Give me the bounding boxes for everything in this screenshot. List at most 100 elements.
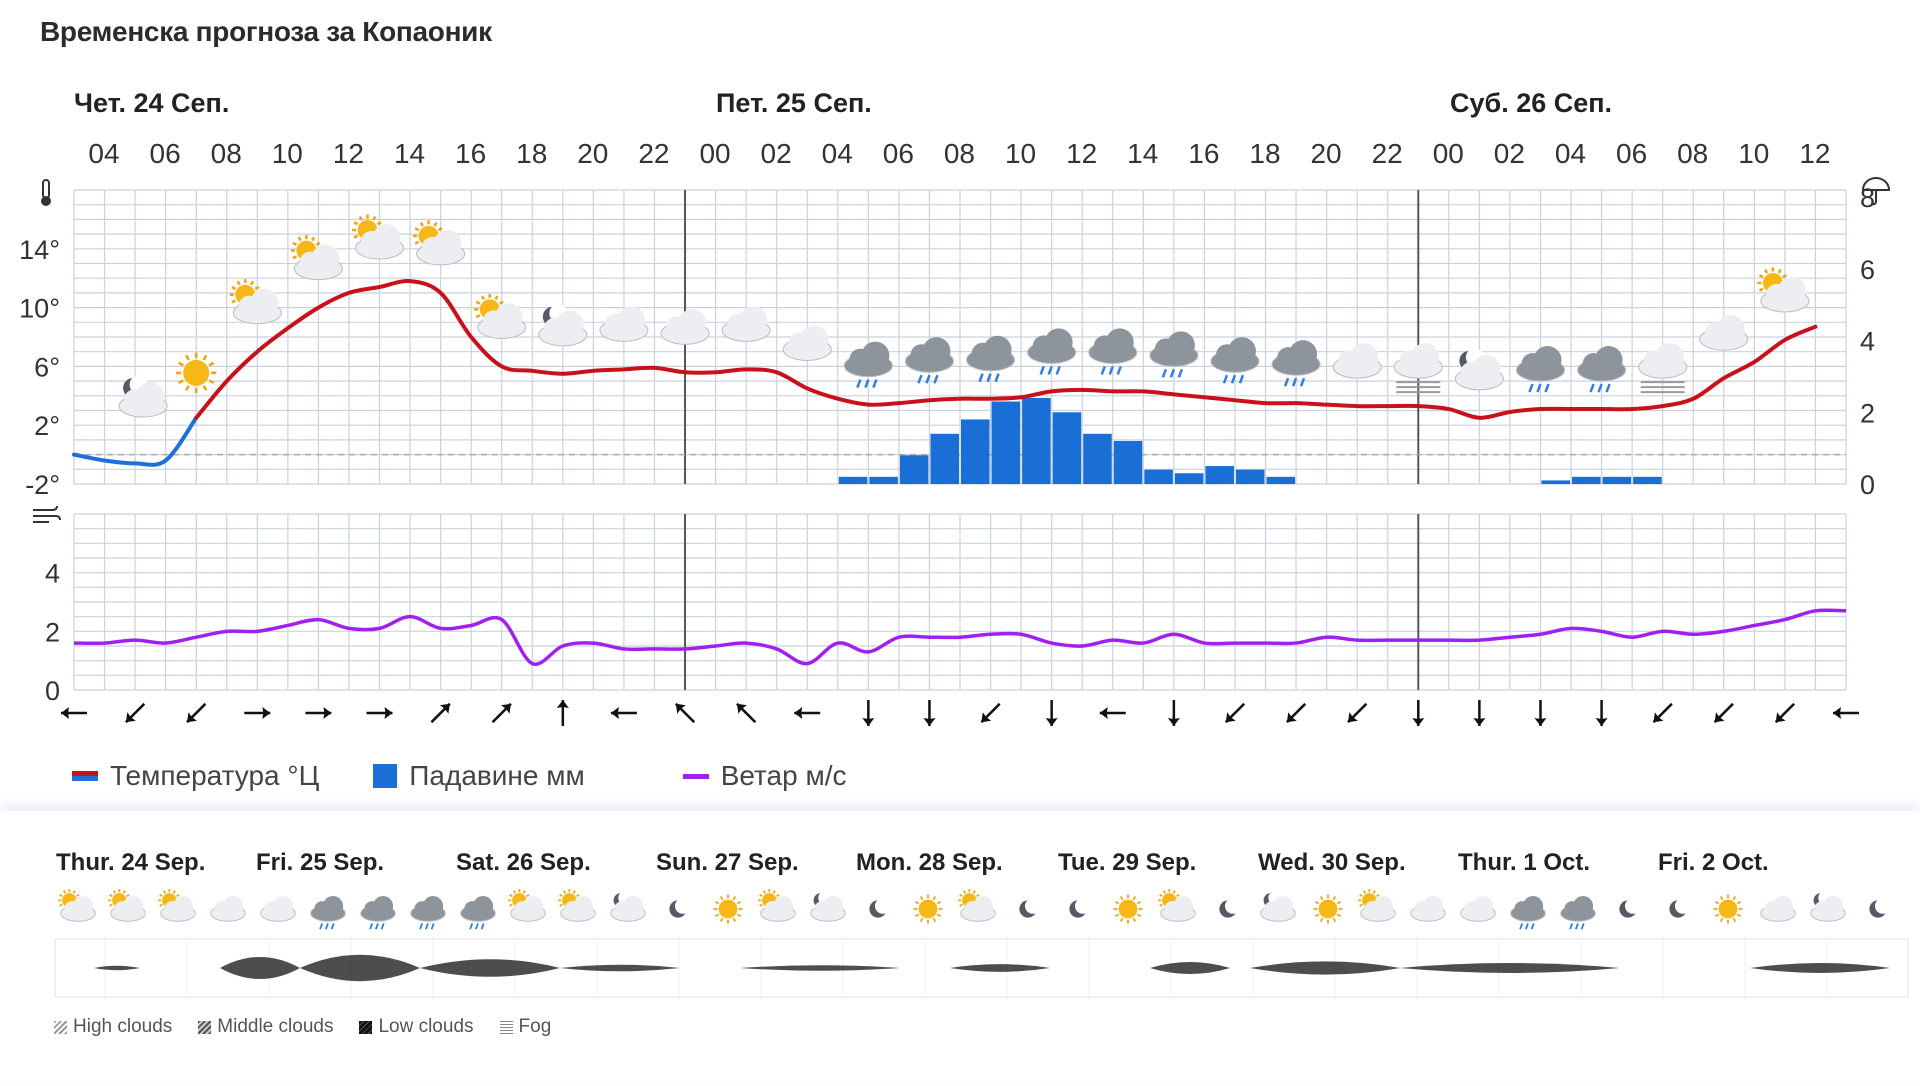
precipitation-bar	[1602, 476, 1632, 484]
daily-day-label: Thur. 24 Sep.	[56, 849, 205, 876]
rain-drop	[1519, 923, 1524, 930]
legend-temperature[interactable]: Температура °Ц	[72, 760, 319, 792]
sun-ray	[208, 361, 215, 367]
hour-tick-label: 12	[1066, 138, 1097, 169]
daily-day-label: Sun. 27 Sep.	[656, 849, 799, 876]
rain-drop	[1299, 377, 1306, 387]
temperature-line	[72, 279, 1818, 467]
sun-ray	[499, 300, 504, 305]
moon-icon	[1619, 898, 1641, 918]
cloud-shape	[172, 896, 194, 917]
sun-cloud-icon	[58, 889, 96, 922]
cloud-rain-icon	[904, 337, 954, 384]
sun-ray	[414, 227, 420, 232]
sun-ray	[526, 894, 530, 897]
moon-cutout	[1624, 898, 1641, 914]
sun-ray	[376, 221, 382, 226]
legend-wind[interactable]: Ветар м/с	[682, 760, 847, 792]
legend-high-clouds: High clouds	[54, 1016, 172, 1038]
rain-drop	[1169, 368, 1176, 378]
sun-ray	[972, 890, 976, 894]
precipitation-bar	[1541, 480, 1571, 484]
cloud-icon	[721, 306, 771, 342]
cloud-shape	[222, 896, 244, 917]
rain-drop	[1524, 923, 1529, 930]
daily-day-label: Sat. 26 Sep.	[456, 849, 591, 876]
hour-tick-label: 20	[577, 138, 608, 169]
moon-cutout	[1024, 898, 1041, 914]
sun-ray	[163, 890, 166, 894]
rain-drop	[1283, 377, 1290, 387]
wind-direction-arrow	[1833, 707, 1859, 719]
sun-ray	[236, 280, 241, 286]
cloud-shape	[616, 306, 645, 335]
page-title: Временска прогноза за Копаоник	[40, 16, 492, 47]
arrow-head	[1595, 718, 1608, 726]
cloud-shape	[433, 229, 462, 258]
wind-direction-arrows	[61, 700, 1859, 726]
moon-icon	[1219, 898, 1241, 918]
sun-cloud-icon	[1358, 889, 1396, 922]
low-clouds-label: Low clouds	[378, 1016, 474, 1037]
cloud-shape	[322, 896, 344, 917]
sun-disc	[1318, 899, 1338, 919]
sun-ray	[559, 903, 563, 907]
sun-ray	[315, 241, 321, 246]
umbrella-icon	[1861, 177, 1891, 206]
legend-temperature-label: Температура °Ц	[110, 760, 320, 791]
cloud-shape	[555, 310, 584, 339]
cloud-shape	[422, 896, 444, 917]
sun-ray	[1319, 895, 1324, 901]
cloud-cover-shape	[560, 964, 680, 972]
moon-icon	[1069, 898, 1091, 918]
sun-cloud-icon	[229, 279, 282, 325]
cloud-icon	[599, 306, 649, 342]
wind-direction-arrow	[1224, 702, 1246, 724]
arrow-head	[1099, 707, 1108, 719]
hour-tick-label: 06	[150, 138, 181, 169]
sun-ray	[122, 890, 126, 894]
sun-ray	[1732, 895, 1737, 901]
cloud-shape	[772, 896, 794, 917]
sun-ray	[936, 900, 942, 905]
cloud-shape	[822, 896, 844, 917]
cloud-icon	[660, 309, 710, 345]
sun-ray	[576, 894, 580, 897]
cloud-shape	[311, 244, 340, 273]
legend-precipitation[interactable]: Падавине мм	[373, 760, 585, 792]
sun-ray	[914, 913, 920, 918]
wind-tick-label: 4	[45, 559, 60, 589]
cloud-shape	[1572, 896, 1594, 917]
hour-tick-label: 08	[1677, 138, 1708, 169]
cloud-rain-icon	[1560, 896, 1596, 930]
precipitation-bar	[1144, 469, 1173, 484]
rain-drop	[1291, 377, 1298, 387]
thermometer-bulb	[41, 196, 51, 206]
hour-tick-label: 06	[883, 138, 914, 169]
cloud-rain-icon	[360, 896, 396, 930]
sun-ray	[1782, 274, 1787, 279]
sun-ray	[1159, 903, 1163, 907]
hour-tick-label: 04	[822, 138, 853, 169]
hour-tick-label: 18	[1249, 138, 1280, 169]
wind-direction-arrow	[1473, 700, 1486, 726]
cloud-shape	[1227, 337, 1256, 366]
cloud-shape	[1594, 346, 1623, 375]
rain-drop	[1100, 365, 1106, 375]
sun-ray	[1719, 917, 1724, 923]
hour-tick-label: 22	[638, 138, 669, 169]
sun-cloud-icon	[958, 889, 996, 922]
cloud-shape	[1166, 331, 1195, 360]
high-clouds-label: High clouds	[73, 1016, 173, 1037]
cloud-cover-shape	[1400, 963, 1620, 973]
rain-drop	[1569, 923, 1574, 930]
wind-direction-arrow	[610, 707, 637, 719]
sun-ray	[1764, 268, 1769, 274]
rain-drop	[925, 374, 931, 384]
moon-cloud-icon	[538, 304, 588, 347]
low-clouds-swatch	[359, 1020, 373, 1034]
sun-ray	[736, 900, 742, 905]
sun-ray	[353, 234, 359, 239]
fog-swatch	[499, 1020, 513, 1034]
cloud-rain-icon	[460, 896, 496, 930]
